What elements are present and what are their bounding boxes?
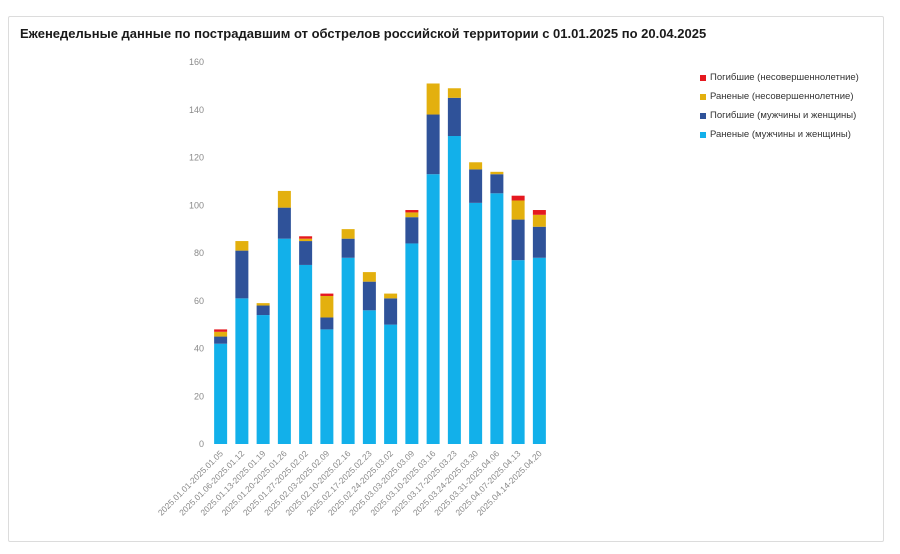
- y-tick-label: 60: [194, 296, 204, 306]
- legend-swatch: [700, 93, 706, 100]
- bar-segment-2: [299, 238, 313, 242]
- bar-segment-2: [490, 171, 504, 175]
- bar-segment-2: [362, 272, 376, 282]
- bar-segment-2: [511, 200, 525, 220]
- bar-segment-2: [320, 295, 334, 318]
- bar-segment-0: [299, 264, 313, 444]
- bar-segment-2: [405, 212, 419, 218]
- legend-swatch: [700, 131, 706, 138]
- bar-segment-0: [426, 174, 440, 444]
- y-tick-label: 160: [189, 57, 204, 67]
- bar-segment-1: [256, 305, 270, 316]
- bar-segment-2: [256, 303, 270, 306]
- bar-segment-2: [447, 88, 461, 98]
- y-tick-label: 0: [199, 439, 204, 449]
- bar-segment-2: [532, 214, 546, 227]
- chart-title: Еженедельные данные по пострадавшим от о…: [20, 26, 707, 41]
- bar-segment-1: [532, 226, 546, 258]
- y-tick-label: 100: [189, 200, 204, 210]
- bar-segment-2: [277, 190, 291, 208]
- bar-segment-3: [511, 195, 525, 201]
- y-tick-label: 80: [194, 248, 204, 258]
- bar-segment-1: [405, 217, 419, 244]
- y-tick-label: 140: [189, 105, 204, 115]
- bar-segment-1: [341, 238, 355, 258]
- bar-segment-2: [235, 241, 249, 251]
- bar-segment-0: [490, 193, 504, 444]
- legend-item: Раненые (мужчины и женщины): [700, 125, 859, 144]
- bar-segment-0: [469, 202, 483, 444]
- bar-segment-1: [511, 219, 525, 261]
- legend-item: Погибшие (несовершеннолетние): [700, 68, 859, 87]
- bar-segment-1: [384, 298, 398, 325]
- bar-segment-0: [341, 257, 355, 444]
- bar-segment-0: [256, 315, 270, 444]
- bar-segment-1: [299, 241, 313, 265]
- y-tick-label: 20: [194, 391, 204, 401]
- bar-segment-0: [214, 343, 228, 444]
- legend-label: Погибшие (мужчины и женщины): [710, 110, 857, 121]
- bar-segment-2: [469, 162, 483, 170]
- bar-segment-0: [320, 329, 334, 444]
- legend-label: Раненые (мужчины и женщины): [710, 129, 851, 140]
- bar-segment-3: [405, 210, 419, 213]
- bar-segment-1: [469, 169, 483, 203]
- bar-segment-2: [341, 229, 355, 239]
- bar-segment-0: [362, 310, 376, 444]
- chart-card: [8, 16, 884, 542]
- y-tick-label: 120: [189, 153, 204, 163]
- legend-label: Раненые (несовершеннолетние): [710, 91, 854, 102]
- bar-segment-0: [277, 238, 291, 444]
- bar-segment-1: [447, 97, 461, 137]
- bar-segment-0: [384, 324, 398, 444]
- bar-segment-1: [490, 174, 504, 194]
- bar-segment-0: [511, 260, 525, 444]
- bar-segment-2: [426, 83, 440, 115]
- bar-segment-0: [532, 257, 546, 444]
- legend-swatch: [700, 74, 706, 81]
- legend-item: Раненые (несовершеннолетние): [700, 87, 859, 106]
- bar-segment-3: [214, 329, 228, 332]
- y-tick-label: 40: [194, 344, 204, 354]
- bar-segment-1: [362, 281, 376, 311]
- legend-item: Погибшие (мужчины и женщины): [700, 106, 859, 125]
- bar-segment-3: [532, 210, 546, 215]
- bar-segment-0: [447, 136, 461, 444]
- bar-segment-1: [277, 207, 291, 239]
- bar-segment-1: [214, 336, 228, 344]
- legend-swatch: [700, 112, 706, 119]
- bar-segment-1: [235, 250, 249, 299]
- bar-segment-0: [235, 298, 249, 444]
- bar-segment-3: [299, 236, 313, 239]
- chart-legend: Погибшие (несовершеннолетние) Раненые (не…: [700, 68, 859, 144]
- bar-segment-1: [320, 317, 334, 330]
- bar-segment-2: [214, 331, 228, 337]
- bar-segment-2: [384, 293, 398, 299]
- legend-label: Погибшие (несовершеннолетние): [710, 72, 859, 83]
- bar-segment-3: [320, 293, 334, 296]
- bar-segment-0: [405, 243, 419, 444]
- bar-segment-1: [426, 114, 440, 175]
